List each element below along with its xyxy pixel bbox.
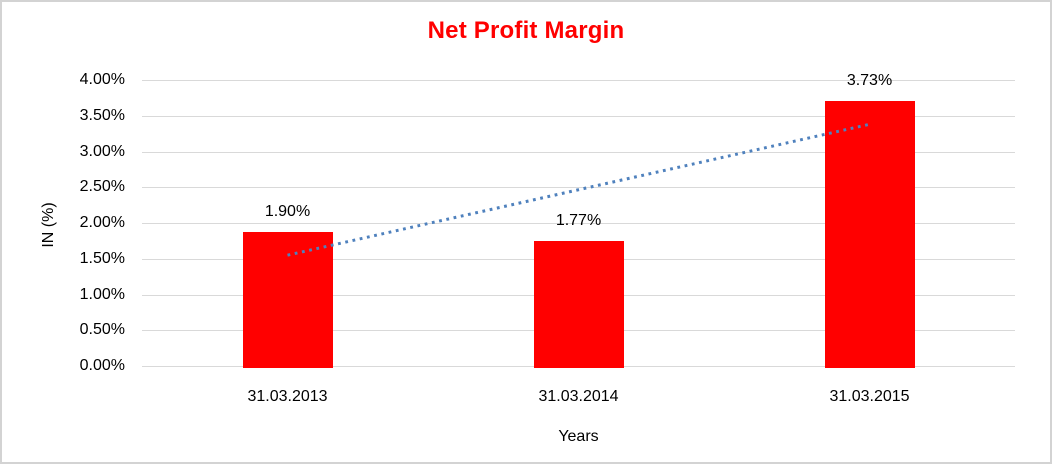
bar-value-label: 3.73% <box>846 72 893 90</box>
y-tick-label: 0.50% <box>79 321 125 339</box>
y-tick-label: 3.50% <box>79 106 125 124</box>
bar-31.03.2015 <box>824 101 915 368</box>
trendline <box>287 122 870 257</box>
y-tick-label: 1.00% <box>79 285 125 303</box>
chart-title: Net Profit Margin <box>427 17 625 44</box>
x-tick-label: 31.03.2015 <box>829 388 910 405</box>
x-tick-label: 31.03.2013 <box>247 388 328 405</box>
gridline <box>142 80 1015 81</box>
y-tick-label: 1.50% <box>79 249 125 267</box>
y-axis-ticks: 0.00% 0.50% 1.00% 1.50% 2.00% 2.50% 3.00% 3.50%… <box>2 71 125 374</box>
bar-value-label: 1.77% <box>555 212 602 230</box>
bar-31.03.2013 <box>242 232 333 368</box>
x-tick-label: 31.03.2014 <box>538 388 619 405</box>
plot-area: 1.90% 1.77% 3.73% <box>142 72 1015 368</box>
y-tick-label: 0.00% <box>79 357 125 374</box>
y-tick-label: 2.50% <box>79 178 125 196</box>
bar-value-label: 1.90% <box>264 203 311 221</box>
gridline <box>142 115 1015 117</box>
y-tick-label: 3.00% <box>79 142 125 160</box>
x-axis-ticks: 31.03.2013 31.03.2014 31.03.2015 <box>142 388 1015 410</box>
y-tick-label: 4.00% <box>79 71 125 88</box>
y-tick-label: 2.00% <box>79 214 125 231</box>
x-axis-title: Years <box>558 428 599 445</box>
bar-31.03.2014 <box>533 241 624 368</box>
